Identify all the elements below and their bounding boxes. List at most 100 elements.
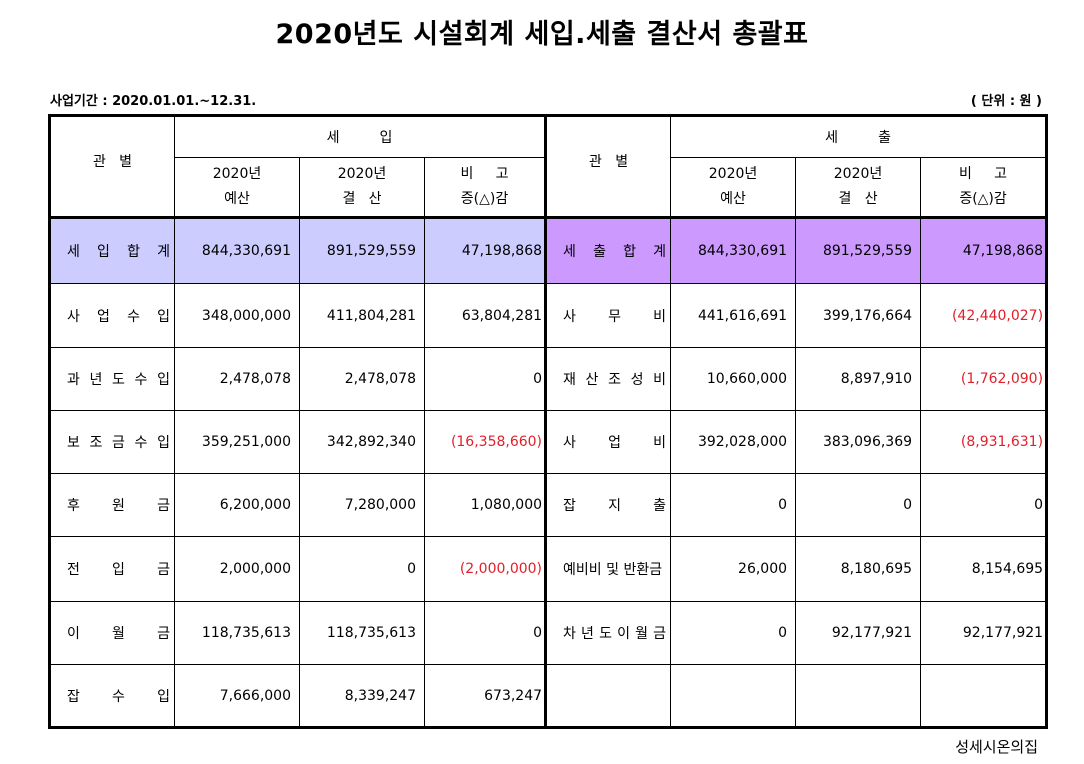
revenue-settle-cell: 7,280,000 [299, 473, 425, 537]
revenue-diff-header: 비 고 증(△)감 [423, 157, 548, 218]
table-row: 이 월 금 118,735,613 118,735,613 0 차 년 도 이 월 금 0 92,177,… [48, 601, 1049, 665]
revenue-diff-value: 0 [533, 371, 543, 387]
expense-settle-value: 8,897,910 [840, 371, 913, 387]
expense-diff-cell: 0 [920, 473, 1049, 537]
expense-diff-cell: 92,177,921 [920, 601, 1049, 665]
expense-diff-cell [920, 664, 1049, 729]
revenue-settle-value: 0 [407, 561, 416, 577]
expense-diff-cell: 47,198,868 [920, 216, 1049, 284]
revenue-diff-cell: (2,000,000) [423, 536, 548, 602]
revenue-category-header: 관 별 [48, 114, 175, 218]
expense-settle-value: 8,180,695 [840, 561, 913, 577]
expense-diff-cell: (1,762,090) [920, 347, 1049, 411]
revenue-settle-cell: 411,804,281 [299, 283, 425, 348]
expense-diff-value: (8,931,631) [960, 434, 1044, 450]
revenue-budget-value: 6,200,000 [219, 497, 291, 513]
revenue-budget-value: 7,666,000 [219, 687, 291, 704]
revenue-diff-value: 673,247 [484, 687, 543, 704]
revenue-diff-cell: 0 [423, 601, 548, 665]
page-title: 2020년도 시설회계 세입.세출 결산서 총괄표 [275, 19, 809, 50]
expense-label-cell [545, 664, 672, 729]
expense-settle-value: 891,529,559 [822, 243, 913, 259]
revenue-settle-value: 8,339,247 [344, 687, 416, 704]
expense-settle-cell [795, 664, 922, 729]
revenue-settle-value: 342,892,340 [326, 434, 416, 450]
expense-diff-value: 8,154,695 [971, 561, 1044, 577]
revenue-budget-cell: 844,330,691 [174, 216, 300, 284]
expense-budget-cell: 0 [670, 601, 797, 665]
revenue-diff-value: (16,358,660) [450, 434, 543, 450]
expense-settle-cell: 8,897,910 [795, 347, 922, 411]
summary-table: 관 별 세 입 관 별 세 출 2020년 예산 2020년 결 산 비 고 증(△)… [48, 114, 1049, 729]
expense-diff-value: 0 [1034, 497, 1044, 513]
expense-diff-cell: 8,154,695 [920, 536, 1049, 602]
expense-budget-value: 26,000 [738, 561, 788, 577]
revenue-settle-value: 7,280,000 [344, 497, 416, 513]
expense-settle-cell: 399,176,664 [795, 283, 922, 348]
expense-budget-cell: 844,330,691 [670, 216, 797, 284]
revenue-budget-value: 118,735,613 [201, 625, 291, 641]
expense-category-label: 예비비 및 반환금 [563, 562, 663, 578]
revenue-diff-cell: 47,198,868 [423, 216, 548, 284]
revenue-settle-cell: 891,529,559 [299, 216, 425, 284]
revenue-diff-cell: 1,080,000 [423, 473, 548, 537]
expense-settle-value: 399,176,664 [822, 307, 913, 324]
expense-budget-value: 0 [778, 625, 788, 641]
expense-budget-value: 844,330,691 [697, 243, 788, 259]
revenue-budget-value: 844,330,691 [201, 243, 291, 259]
expense-diff-cell: (8,931,631) [920, 410, 1049, 474]
expense-settle-cell: 383,096,369 [795, 410, 922, 474]
expense-diff-cell: (42,440,027) [920, 283, 1049, 348]
expense-settle-cell: 891,529,559 [795, 216, 922, 284]
expense-settle-cell: 0 [795, 473, 922, 537]
revenue-budget-value: 2,000,000 [219, 561, 291, 577]
expense-budget-header: 2020년 예산 [670, 157, 797, 218]
table-row: 사 업 수 입 348,000,000 411,804,281 63,804,281 사 무 비 4… [48, 283, 1049, 348]
expense-diff-value: 92,177,921 [962, 625, 1044, 641]
revenue-diff-value: 1,080,000 [470, 497, 543, 513]
revenue-budget-cell: 348,000,000 [174, 283, 300, 348]
revenue-budget-cell: 359,251,000 [174, 410, 300, 474]
revenue-header: 세 입 [173, 114, 548, 158]
revenue-settle-value: 2,478,078 [344, 371, 416, 387]
expense-settle-value: 0 [903, 497, 913, 513]
revenue-budget-cell: 6,200,000 [174, 473, 300, 537]
table-row: 보 조 금 수 입 359,251,000 342,892,340 (16,358,660) 사… [48, 410, 1049, 474]
expense-budget-cell: 0 [670, 473, 797, 537]
expense-budget-value: 441,616,691 [697, 307, 788, 324]
revenue-budget-value: 359,251,000 [201, 434, 291, 450]
expense-budget-value: 392,028,000 [697, 434, 788, 450]
revenue-settle-value: 891,529,559 [326, 243, 416, 259]
expense-diff-value: (42,440,027) [951, 307, 1044, 324]
expense-budget-cell: 10,660,000 [670, 347, 797, 411]
total-row: 세 입 합 계 844,330,691 891,529,559 47,198,868 세 출 합 계… [48, 216, 1049, 284]
period-label: 사업기간 : 2020.01.01.~12.31. [50, 94, 257, 109]
revenue-diff-value: (2,000,000) [459, 561, 543, 577]
revenue-settle-cell: 342,892,340 [299, 410, 425, 474]
revenue-diff-cell: 63,804,281 [423, 283, 548, 348]
table-row: 과 년 도 수 입 2,478,078 2,478,078 0 재 산 조 성 비 10,660,000 8… [48, 347, 1049, 411]
revenue-budget-cell: 118,735,613 [174, 601, 300, 665]
institution-name: 성세시온의집 [955, 738, 1038, 756]
